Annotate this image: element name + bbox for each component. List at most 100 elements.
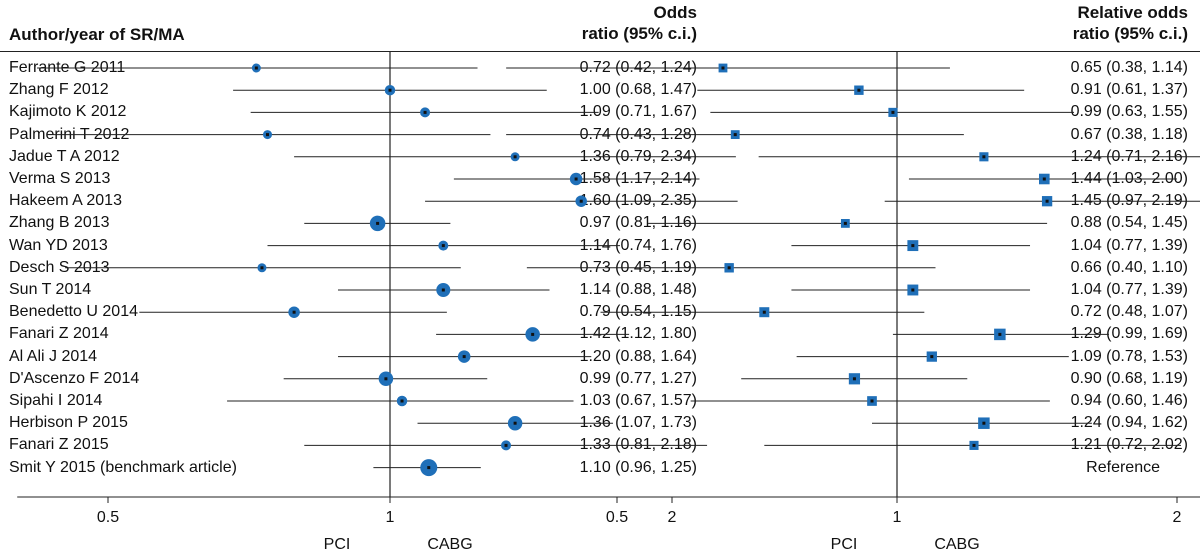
or-ci-label: 1.14 (0.88, 1.48) xyxy=(579,281,697,298)
study-label: Sun T 2014 xyxy=(9,281,92,298)
or-ci-label: 1.14 (0.74, 1.76) xyxy=(579,236,697,254)
or-ci-label: 0.97 (0.81, 1.16) xyxy=(579,214,697,232)
ror-tick-label: 1 xyxy=(893,509,902,526)
ror-ci-label: 0.72 (0.48, 1.07) xyxy=(1070,303,1188,321)
author-column-header: Author/year of SR/MA xyxy=(9,25,185,44)
ror-point-center xyxy=(1042,177,1046,181)
ror-ci-label: 0.66 (0.40, 1.10) xyxy=(1070,258,1188,276)
ror-ci-label: 0.65 (0.38, 1.14) xyxy=(1070,59,1188,76)
or-point-center xyxy=(441,288,445,292)
or-point-center xyxy=(579,199,583,203)
ror-tick-label: 0.5 xyxy=(606,509,628,526)
study-label: Kajimoto K 2012 xyxy=(9,103,127,121)
ror-point-center xyxy=(870,399,874,403)
relative-odds-column-header: Relative odds ratio (95% c.i.) xyxy=(1073,2,1188,44)
or-point-center xyxy=(462,355,466,359)
or-ci-label: 1.00 (0.68, 1.47) xyxy=(579,81,697,99)
ror-point-center xyxy=(733,133,737,137)
study-label: Jadue T A 2012 xyxy=(9,147,120,165)
study-label: Hakeem A 2013 xyxy=(9,192,122,210)
or-ci-label: 1.36 (1.07, 1.73) xyxy=(579,414,697,432)
study-label: Smit Y 2015 (benchmark article) xyxy=(9,458,237,476)
relative-odds-header-line1: Relative odds xyxy=(1077,3,1188,22)
ror-ci-label: 0.88 (0.54, 1.45) xyxy=(1070,214,1188,232)
or-point-center xyxy=(292,310,296,314)
ror-tick-label: 2 xyxy=(1173,509,1182,526)
or-point-center xyxy=(513,155,517,159)
odds-ratio-column-header: Odds ratio (95% c.i.) xyxy=(582,2,697,44)
ror-point-center xyxy=(911,244,915,248)
ror-ci-label: 1.45 (0.97, 2.19) xyxy=(1070,192,1188,210)
or-ci-label: 0.74 (0.43, 1.28) xyxy=(579,125,697,143)
ror-point-center xyxy=(972,443,976,447)
study-label: Desch S 2013 xyxy=(9,258,110,276)
or-point-center xyxy=(376,221,380,225)
or-ci-label: 1.09 (0.71, 1.67) xyxy=(579,103,697,121)
or-ci-label: 1.03 (0.67, 1.57) xyxy=(579,392,697,409)
or-point-center xyxy=(260,266,264,270)
ror-point-center xyxy=(852,377,856,381)
or-ci-label: 0.73 (0.45, 1.19) xyxy=(579,258,697,276)
study-label: Fanari Z 2015 xyxy=(9,436,109,454)
study-label: D'Ascenzo F 2014 xyxy=(9,369,140,387)
ror-point-center xyxy=(1045,199,1049,203)
or-point-center xyxy=(513,421,517,425)
or-point-center xyxy=(400,399,404,403)
ror-ci-label: 1.04 (0.77, 1.39) xyxy=(1070,281,1188,298)
ror-point-center xyxy=(843,221,847,225)
study-label: Benedetto U 2014 xyxy=(9,303,138,321)
ror-point-center xyxy=(891,110,895,114)
ror-direction-label-right: CABG xyxy=(934,536,979,553)
or-point-center xyxy=(427,466,431,470)
ror-point-center xyxy=(930,355,934,359)
or-ci-label: 0.99 (0.77, 1.27) xyxy=(579,369,697,387)
study-label: Palmerini T 2012 xyxy=(9,125,130,143)
or-point-center xyxy=(384,377,388,381)
study-label: Verma S 2013 xyxy=(9,170,111,187)
ror-point-center xyxy=(982,421,986,425)
ror-point-center xyxy=(857,88,861,92)
ror-ci-label: 0.67 (0.38, 1.18) xyxy=(1070,125,1188,143)
study-label: Wan YD 2013 xyxy=(9,236,108,254)
or-ci-label: 1.60 (1.09, 2.35) xyxy=(579,192,697,210)
study-label: Fanari Z 2014 xyxy=(9,325,109,343)
or-ci-label: 1.36 (0.79, 2.34) xyxy=(579,147,697,165)
or-tick-label: 1 xyxy=(386,509,395,526)
or-point-center xyxy=(531,332,535,336)
ror-point-center xyxy=(911,288,915,292)
or-point-center xyxy=(254,66,258,70)
or-point-center xyxy=(265,133,269,137)
header-divider xyxy=(0,51,1200,52)
ror-point-center xyxy=(727,266,731,270)
ror-ci-label: 1.29 (0.99, 1.69) xyxy=(1070,325,1188,343)
or-ci-label: 1.33 (0.81, 2.18) xyxy=(579,436,697,454)
ror-reference-label: Reference xyxy=(1086,458,1160,476)
study-label: Zhang F 2012 xyxy=(9,81,109,99)
or-ci-label: 1.42 (1.12, 1.80) xyxy=(579,325,697,343)
study-label: Al Ali J 2014 xyxy=(9,347,98,365)
relative-odds-header-line2: ratio (95% c.i.) xyxy=(1072,24,1188,43)
or-point-center xyxy=(441,244,445,248)
ror-point-center xyxy=(762,310,766,314)
ror-ci-label: 0.90 (0.68, 1.19) xyxy=(1070,369,1188,387)
or-ci-label: 1.10 (0.96, 1.25) xyxy=(579,458,697,476)
or-point-center xyxy=(504,443,508,447)
ror-ci-label: 1.21 (0.72, 2.02) xyxy=(1070,436,1188,454)
or-point-center xyxy=(574,177,578,181)
ror-point-center xyxy=(721,66,725,70)
ror-ci-label: 1.24 (0.94, 1.62) xyxy=(1070,414,1188,432)
odds-ratio-header-line2: ratio (95% c.i.) xyxy=(581,24,697,43)
ror-ci-label: 1.24 (0.71, 2.16) xyxy=(1070,147,1188,165)
or-tick-label: 0.5 xyxy=(97,509,119,526)
ror-point-center xyxy=(998,332,1002,336)
ror-ci-label: 0.94 (0.60, 1.46) xyxy=(1070,392,1188,409)
study-label: Sipahi I 2014 xyxy=(9,392,103,409)
or-point-center xyxy=(423,110,427,114)
or-point-center xyxy=(388,88,392,92)
or-direction-label-right: CABG xyxy=(427,536,472,553)
study-label: Zhang B 2013 xyxy=(9,214,110,232)
ror-ci-label: 0.91 (0.61, 1.37) xyxy=(1070,81,1188,99)
ror-point-center xyxy=(982,155,986,159)
ror-direction-label-left: PCI xyxy=(831,536,858,553)
